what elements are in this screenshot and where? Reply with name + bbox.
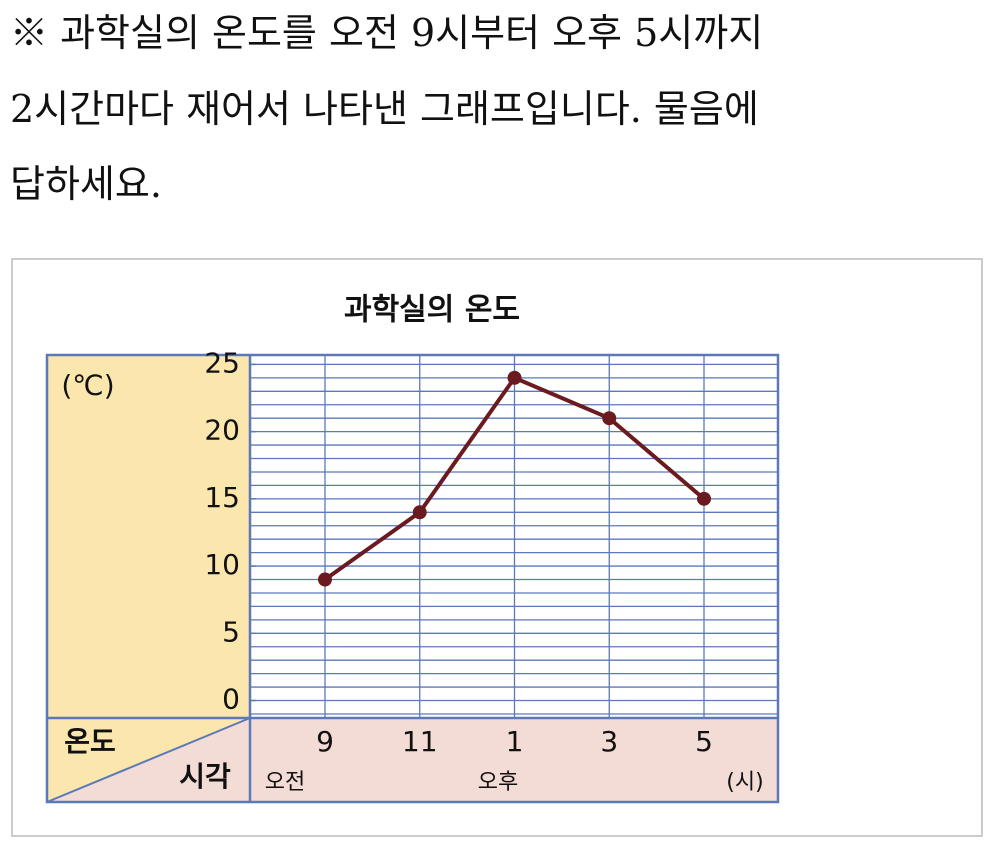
data-point [318,572,332,587]
row-header: 온도 [64,725,116,758]
x-tick-label: 11 [402,725,438,758]
y-tick-label: 5 [222,615,240,648]
x-tick-label: 1 [506,725,524,758]
data-point [412,505,427,520]
chart-title: 과학실의 온도 [344,293,520,328]
column-header: 시각 [179,760,231,793]
header-column [47,355,250,802]
question-line: 2시간마다 재어서 나타낸 그래프입니다. 물음에 [10,87,759,131]
data-point [697,491,711,506]
corner-diagonal [46,717,251,803]
y-tick-label: 25 [204,346,240,379]
x-tick-label: 3 [600,725,618,758]
table-border [45,353,780,804]
y-tick-label: 20 [204,414,240,447]
x-tick-label: 9 [316,725,334,758]
period-label: 오후 [478,770,518,795]
frame [11,258,983,837]
x-unit: (시) [726,770,763,795]
y-tick-label: 0 [222,683,240,716]
period-label: 오전 [265,770,305,795]
header-row [250,718,778,802]
y-tick-label: 15 [204,481,240,514]
data-point [507,370,522,385]
question-line: 답하세요. [10,162,162,206]
x-tick-label: 5 [695,725,713,758]
data-point [602,411,617,426]
y-unit: (℃) [61,369,114,402]
y-tick-label: 10 [204,548,240,581]
question-line: ※ 과학실의 온도를 오전 9시부터 오후 5시까지 [10,11,763,55]
